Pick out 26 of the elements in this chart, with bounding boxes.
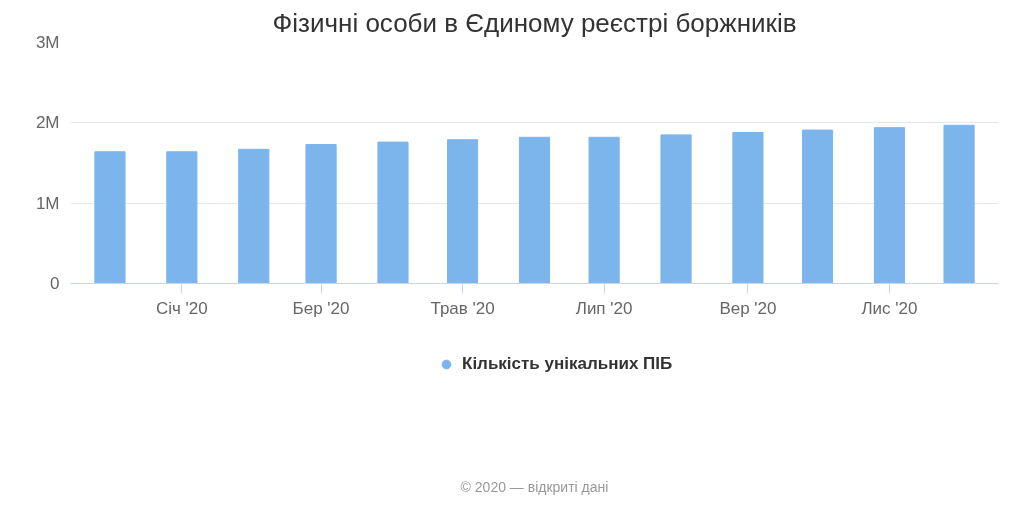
legend-label: Кількість унікальних ПІБ	[462, 354, 673, 374]
bar	[732, 131, 764, 284]
bar	[801, 129, 834, 284]
chart-title: Фізичні особи в Єдиному реєстрі боржників	[272, 7, 797, 38]
bar	[518, 136, 551, 284]
x-tick-label: Вер '20	[719, 298, 777, 318]
y-tick-label: 3M	[35, 33, 60, 52]
bar	[166, 151, 198, 284]
x-tick-label: Лип '20	[575, 298, 633, 318]
x-tick-label: Трав '20	[430, 298, 495, 318]
text: © 2020 — відкриті дані	[460, 479, 609, 496]
bar	[588, 136, 620, 284]
bar	[94, 151, 126, 284]
bar	[873, 127, 906, 284]
y-tick-label: 0	[50, 274, 60, 293]
bar	[377, 141, 409, 284]
x-tick-label: Січ '20	[155, 298, 208, 318]
y-tick-label: 1M	[35, 193, 60, 213]
bar	[943, 124, 975, 284]
y-tick-label: 2M	[35, 113, 60, 133]
bar	[238, 148, 270, 284]
x-tick-label: Бер '20	[292, 298, 350, 318]
bar	[305, 144, 337, 284]
bar	[660, 134, 692, 284]
x-tick-label: Лис '20	[861, 298, 918, 318]
bar	[447, 139, 479, 284]
